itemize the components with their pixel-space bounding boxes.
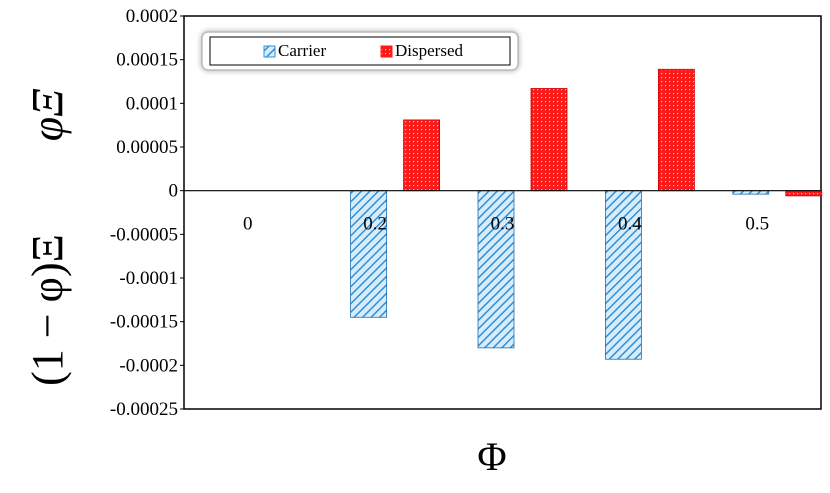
bar-dispersed-0.2	[403, 119, 441, 192]
x-tick-label: 0.4	[618, 214, 642, 235]
x-tick-label: 0.2	[363, 214, 387, 235]
x-tick-label: 0.5	[745, 214, 769, 235]
bar-carrier-0.3	[477, 190, 515, 349]
y-axis-ticks: 0.0002 0.00015 0.0001 0.00005 0 -0.00005 -0.00…	[110, 6, 184, 420]
y-tick-label: 0.00015	[116, 50, 178, 71]
x-axis-ticks: 0 0.2 0.3 0.4 0.5	[243, 214, 769, 235]
bar-carrier-0.4	[605, 190, 642, 360]
plot-frame	[183, 15, 822, 410]
y-tick-label: -0.00025	[110, 399, 178, 420]
y-axis-title-bottom: (1 − φ)Ξ	[23, 234, 72, 386]
legend-swatch-carrier	[263, 45, 276, 58]
bar-carrier-0.2	[350, 190, 388, 318]
y-tick-label: 0.0001	[126, 93, 178, 114]
y-tick-label: 0.0002	[126, 6, 178, 27]
y-tick-label: -0.0002	[119, 355, 178, 376]
legend-label-carrier: Carrier	[278, 41, 326, 60]
x-tick-label: 0.3	[491, 214, 515, 235]
legend-swatch-dispersed	[380, 45, 393, 58]
bar-dispersed-0.5	[785, 190, 823, 197]
y-tick-label: -0.00005	[110, 224, 178, 245]
bars	[350, 68, 823, 360]
bar-dispersed-0.4	[658, 68, 695, 192]
y-tick-label: 0.00005	[116, 137, 178, 158]
x-tick-label: 0	[243, 214, 253, 235]
legend: Carrier Dispersed	[201, 31, 519, 71]
y-tick-label: 0	[169, 181, 179, 202]
legend-inner-border	[209, 36, 511, 66]
x-axis-title: Φ	[477, 434, 506, 479]
y-axis-title-top: φΞ	[23, 89, 72, 141]
y-tick-label: -0.00015	[110, 312, 178, 333]
legend-box	[201, 31, 519, 71]
legend-label-dispersed: Dispersed	[395, 41, 463, 60]
y-tick-label: -0.0001	[119, 268, 178, 289]
bar-dispersed-0.3	[530, 88, 568, 192]
